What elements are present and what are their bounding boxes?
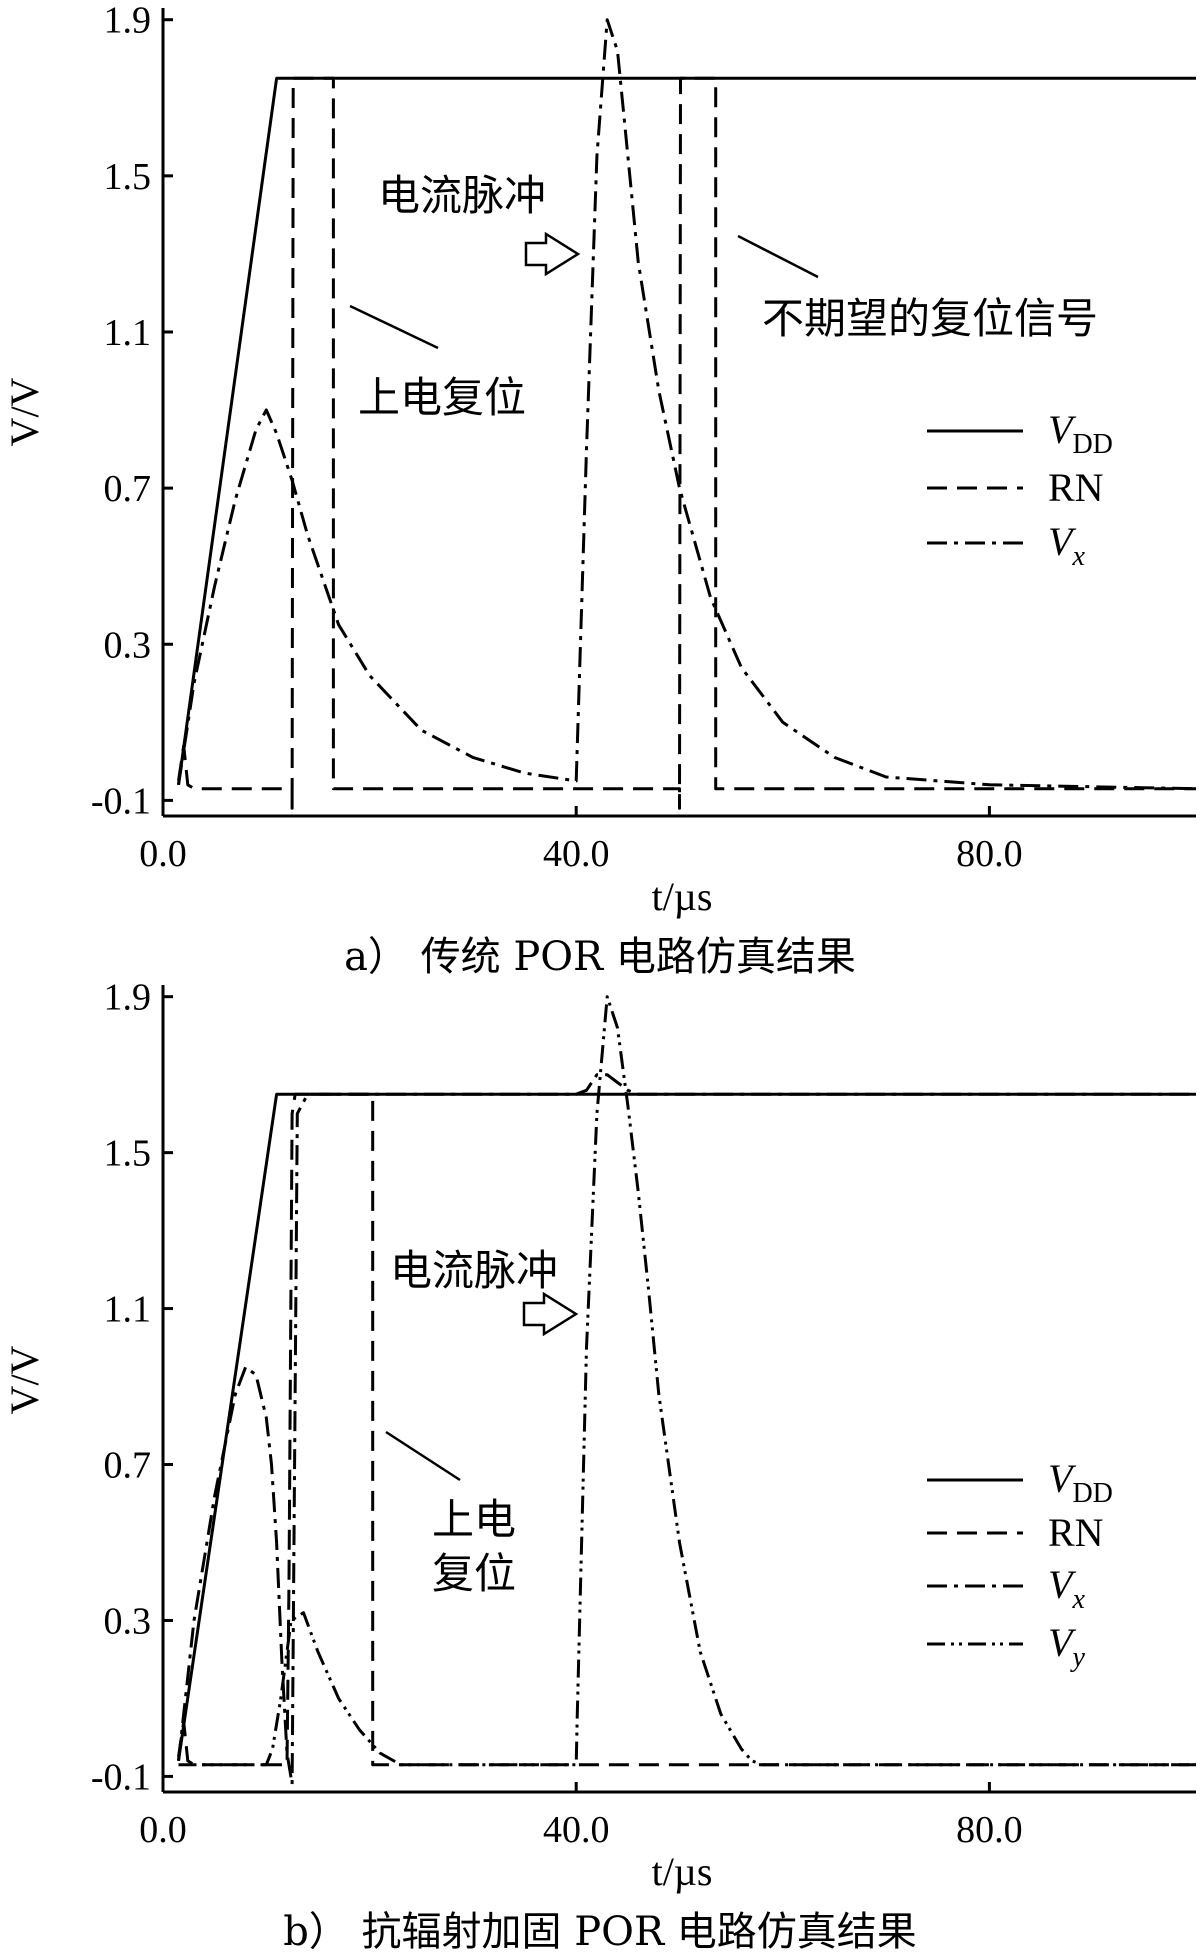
panel-b-series-rn	[177, 1092, 1196, 1767]
panel-a-y-tick-label: 0.3	[104, 624, 152, 666]
panel-b-x-axis-label: t/µs	[652, 1849, 713, 1894]
panel-b-x-tick-label: 0.0	[139, 1809, 187, 1851]
panel-b-series-vx	[177, 1073, 1196, 1786]
panel-b-ticks: -0.1 0.3 0.7 1.1 1.5 1.9 0.0 40.0 80.0	[91, 977, 1023, 1851]
panel-a-leader-unexpected-reset	[737, 234, 819, 279]
panel-a-y-tick-label: 1.9	[104, 0, 152, 42]
panel-a-series-rn	[177, 76, 1196, 810]
panel-b-y-tick-label: 1.9	[104, 977, 152, 1019]
panel-a-plot-layer	[177, 18, 1197, 810]
panel-b-y-tick-label: 1.5	[104, 1133, 152, 1175]
panel-b-y-tick-label: 1.1	[104, 1289, 152, 1331]
panel-b-legend-label-vx: Vx	[1048, 1562, 1085, 1615]
panel-a-ticks: -0.1 0.3 0.7 1.1 1.5 1.9 0.0 40.0 80.0	[91, 0, 1023, 875]
panel-a-y-tick-label: 1.1	[104, 312, 152, 354]
svg-text:Vx: Vx	[1048, 519, 1085, 572]
panel-b-legend: VDD RN Vx Vy	[927, 1456, 1113, 1673]
panel-a-x-axis-label: t/µs	[652, 874, 713, 919]
panel-a-y-tick-label: 1.5	[104, 156, 152, 198]
panel-a-y-tick-label: 0.7	[104, 468, 152, 510]
panel-b-plot-layer	[177, 995, 1196, 1786]
panel-a-series-vdd	[177, 76, 1196, 786]
panel-b-annotation-current-pulse: 电流脉冲	[390, 1246, 558, 1295]
panel-a-caption: a） 传统 POR 电路仿真结果	[344, 934, 856, 980]
panel-b: -0.10.30.71.11.51.90.0 40.0 80.0 t/µs V/V …	[2, 977, 1196, 1955]
panel-b-x-tick-label: 80.0	[956, 1809, 1023, 1851]
panel-a-annotation-current-pulse: 电流脉冲	[378, 171, 546, 220]
panel-a-annotation-unexpected-reset: 不期望的复位信号	[762, 294, 1098, 343]
panel-b-legend-label-rn: RN	[1048, 1510, 1104, 1555]
panel-a-legend-label-vdd: VDD	[1048, 407, 1113, 460]
panel-b-x-tick-label: 40.0	[543, 1809, 610, 1851]
panel-a-x-tick-label: 80.0	[956, 833, 1023, 875]
panel-b-annotation-reset: 复位	[432, 1549, 516, 1598]
panel-a-leader-power-on-reset	[349, 304, 439, 350]
panel-a-x-tick-label: 0.0	[139, 833, 187, 875]
panel-b-y-tick-label: 0.7	[104, 1445, 152, 1487]
panel-a: -0.10.30.71.11.51.90.0 40.0 80.0 t/µs V/V …	[2, 0, 1197, 980]
panel-b-y-axis-label: V/V	[2, 1345, 47, 1414]
panel-b-series-vdd	[177, 1092, 1196, 1762]
panel-a-series-vx	[177, 18, 1197, 791]
panel-b-caption: b） 抗辐射加固 POR 电路仿真结果	[283, 1909, 917, 1955]
svg-text:VDD: VDD	[1048, 1456, 1113, 1509]
panel-a-hollow-arrow-icon	[524, 231, 581, 277]
panel-b-series-vy	[178, 995, 1196, 1767]
svg-text:VDD: VDD	[1048, 407, 1113, 460]
panel-a-y-axis-label: V/V	[2, 377, 47, 446]
svg-text:Vx: Vx	[1048, 1562, 1085, 1615]
panel-a-annotation-power-on-reset: 上电复位	[358, 373, 526, 422]
panel-a-legend: VDD RN Vx	[927, 407, 1113, 572]
panel-b-y-tick-label: -0.1	[91, 1756, 151, 1798]
panel-a-legend-label-rn: RN	[1048, 465, 1104, 510]
panel-b-legend-label-vdd: VDD	[1048, 1456, 1113, 1509]
panel-a-legend-label-vx: Vx	[1048, 519, 1085, 572]
panel-b-legend-label-vy: Vy	[1048, 1620, 1085, 1673]
svg-text:Vy: Vy	[1048, 1620, 1085, 1673]
panel-b-annotation-power-on: 上电	[432, 1495, 516, 1544]
panel-b-y-tick-label: 0.3	[104, 1600, 152, 1642]
panel-a-x-tick-label: 40.0	[543, 833, 610, 875]
panel-b-hollow-arrow-icon	[522, 1291, 579, 1337]
panel-b-leader-power-on-reset	[385, 1430, 461, 1482]
panel-a-y-tick-label: -0.1	[91, 780, 151, 822]
